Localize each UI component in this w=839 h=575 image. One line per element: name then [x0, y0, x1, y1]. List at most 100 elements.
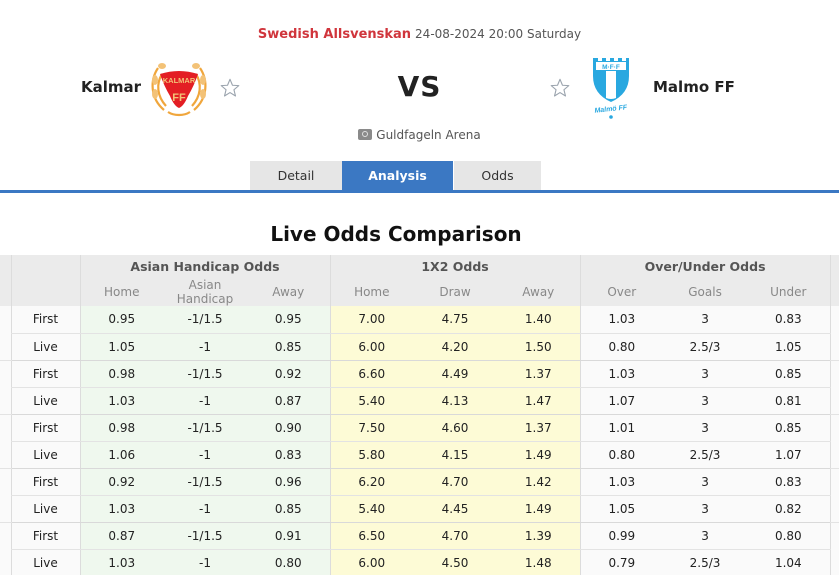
cell-ou-goals[interactable]: 2.5/3	[663, 333, 748, 361]
cell-ah-home[interactable]: 1.03	[79, 495, 163, 523]
cell-x12-draw[interactable]: 4.50	[413, 549, 498, 575]
cell-x12-draw[interactable]: 4.49	[413, 360, 498, 388]
cell-ou-under[interactable]: 0.80	[747, 522, 831, 550]
away-team-name[interactable]: Malmo FF	[653, 78, 735, 96]
cell-x12-away[interactable]: 1.50	[497, 333, 581, 361]
cell-x12-draw[interactable]: 4.20	[413, 333, 498, 361]
cell-ah-home[interactable]: 0.98	[79, 360, 163, 388]
favorite-home-star-icon[interactable]	[219, 77, 241, 99]
cell-ah-away[interactable]: 0.85	[247, 495, 331, 523]
cell-ou-goals[interactable]: 3	[663, 387, 748, 415]
cell-ou-under[interactable]: 1.07	[747, 441, 831, 469]
cell-ou-goals[interactable]: 3	[663, 414, 748, 442]
favorite-away-star-icon[interactable]	[549, 77, 571, 99]
cell-ou-under[interactable]: 1.05	[747, 333, 831, 361]
cell-x12-home[interactable]: 5.40	[329, 495, 414, 523]
cell-x12-draw[interactable]: 4.70	[413, 522, 498, 550]
cell-ah-away[interactable]: 0.96	[247, 468, 331, 496]
cell-x12-draw[interactable]: 4.15	[413, 441, 498, 469]
cell-x12-home[interactable]: 6.60	[329, 360, 414, 388]
cell-ou-goals[interactable]: 3	[663, 495, 748, 523]
cell-ou-goals[interactable]: 3	[663, 360, 748, 388]
cell-ou-under[interactable]: 0.82	[747, 495, 831, 523]
cell-ah-handicap[interactable]: -1	[163, 441, 247, 469]
cell-x12-home[interactable]: 6.00	[329, 549, 414, 575]
cell-ah-home[interactable]: 0.87	[79, 522, 163, 550]
cell-ah-handicap[interactable]: -1/1.5	[163, 522, 247, 550]
cell-ah-handicap[interactable]: -1	[163, 333, 247, 361]
cell-ou-under[interactable]: 1.04	[747, 549, 831, 575]
cell-ah-away[interactable]: 0.80	[247, 549, 331, 575]
cell-x12-home[interactable]: 6.50	[329, 522, 414, 550]
table-row[interactable]: Live 1.03 -1 0.85 5.40 4.45 1.49 1.05 3 0.82	[0, 495, 839, 523]
cell-ou-over[interactable]: 1.03	[579, 306, 664, 334]
cell-x12-home[interactable]: 7.00	[329, 306, 414, 334]
table-row[interactable]: First 0.98 -1/1.5 0.92 6.60 4.49 1.37 1.03 3 0.85	[0, 360, 839, 415]
cell-ou-under[interactable]: 0.83	[747, 306, 831, 334]
table-row[interactable]: Live 1.03 -1 0.87 5.40 4.13 1.47 1.07 3 0.81	[0, 387, 839, 415]
cell-x12-away[interactable]: 1.47	[497, 387, 581, 415]
cell-x12-draw[interactable]: 4.75	[413, 306, 498, 334]
table-row[interactable]: Live 1.05 -1 0.85 6.00 4.20 1.50 0.80 2.5/3 1.05	[0, 333, 839, 361]
cell-x12-away[interactable]: 1.48	[497, 549, 581, 575]
cell-ah-home[interactable]: 1.03	[79, 387, 163, 415]
cell-ou-goals[interactable]: 2.5/3	[663, 549, 748, 575]
cell-ou-over[interactable]: 1.03	[579, 360, 664, 388]
cell-x12-away[interactable]: 1.42	[497, 468, 581, 496]
cell-ah-handicap[interactable]: -1/1.5	[163, 306, 247, 334]
cell-ou-goals[interactable]: 3	[663, 306, 748, 334]
cell-x12-away[interactable]: 1.40	[497, 306, 581, 334]
cell-x12-home[interactable]: 6.00	[329, 333, 414, 361]
cell-ah-handicap[interactable]: -1/1.5	[163, 360, 247, 388]
cell-x12-away[interactable]: 1.49	[497, 441, 581, 469]
tab-odds[interactable]: Odds	[454, 161, 541, 190]
table-row[interactable]: First 0.87 -1/1.5 0.91 6.50 4.70 1.39 0.99 3 0.80	[0, 522, 839, 575]
table-row[interactable]: Live 1.06 -1 0.83 5.80 4.15 1.49 0.80 2.5/3 1.07	[0, 441, 839, 469]
cell-ou-over[interactable]: 0.79	[579, 549, 664, 575]
tab-detail[interactable]: Detail	[250, 161, 342, 190]
cell-ou-under[interactable]: 0.85	[747, 414, 831, 442]
cell-ah-handicap[interactable]: -1/1.5	[163, 414, 247, 442]
cell-x12-away[interactable]: 1.37	[497, 414, 581, 442]
cell-x12-home[interactable]: 5.80	[329, 441, 414, 469]
cell-ou-over[interactable]: 1.07	[579, 387, 664, 415]
cell-x12-home[interactable]: 6.20	[329, 468, 414, 496]
cell-ou-under[interactable]: 0.83	[747, 468, 831, 496]
cell-ah-away[interactable]: 0.87	[247, 387, 331, 415]
cell-ah-handicap[interactable]: -1	[163, 549, 247, 575]
league-link[interactable]: Swedish Allsvenskan	[257, 27, 412, 42]
cell-ah-away[interactable]: 0.83	[247, 441, 331, 469]
cell-ah-home[interactable]: 1.05	[79, 333, 163, 361]
tab-analysis[interactable]: Analysis	[342, 161, 453, 190]
cell-ou-over[interactable]: 1.03	[579, 468, 664, 496]
cell-x12-away[interactable]: 1.37	[497, 360, 581, 388]
cell-ou-goals[interactable]: 3	[663, 522, 748, 550]
cell-ou-under[interactable]: 0.85	[747, 360, 831, 388]
cell-ou-over[interactable]: 0.99	[579, 522, 664, 550]
cell-x12-home[interactable]: 5.40	[329, 387, 414, 415]
cell-ah-handicap[interactable]: -1	[163, 495, 247, 523]
cell-ah-home[interactable]: 0.92	[79, 468, 163, 496]
cell-ah-away[interactable]: 0.85	[247, 333, 331, 361]
cell-ou-goals[interactable]: 2.5/3	[663, 441, 748, 469]
table-row[interactable]: Live 1.03 -1 0.80 6.00 4.50 1.48 0.79 2.5/3 1.04	[0, 549, 839, 575]
cell-ah-home[interactable]: 1.06	[79, 441, 163, 469]
cell-ah-away[interactable]: 0.91	[247, 522, 331, 550]
cell-x12-draw[interactable]: 4.13	[413, 387, 498, 415]
table-row[interactable]: First 0.92 -1/1.5 0.96 6.20 4.70 1.42 1.03 3 0.83	[0, 468, 839, 523]
cell-x12-away[interactable]: 1.39	[497, 522, 581, 550]
cell-ou-over[interactable]: 1.01	[579, 414, 664, 442]
cell-x12-away[interactable]: 1.49	[497, 495, 581, 523]
cell-ah-away[interactable]: 0.90	[247, 414, 331, 442]
cell-ou-under[interactable]: 0.81	[747, 387, 831, 415]
table-row[interactable]: First 0.98 -1/1.5 0.90 7.50 4.60 1.37 1.01 3 0.85	[0, 414, 839, 469]
cell-ou-over[interactable]: 0.80	[579, 441, 664, 469]
cell-x12-draw[interactable]: 4.45	[413, 495, 498, 523]
cell-ou-over[interactable]: 0.80	[579, 333, 664, 361]
cell-ah-home[interactable]: 0.98	[79, 414, 163, 442]
table-row[interactable]: First 0.95 -1/1.5 0.95 7.00 4.75 1.40 1.03 3 0.83	[0, 306, 839, 361]
cell-ah-home[interactable]: 1.03	[79, 549, 163, 575]
cell-ah-handicap[interactable]: -1	[163, 387, 247, 415]
cell-ah-away[interactable]: 0.92	[247, 360, 331, 388]
cell-x12-home[interactable]: 7.50	[329, 414, 414, 442]
